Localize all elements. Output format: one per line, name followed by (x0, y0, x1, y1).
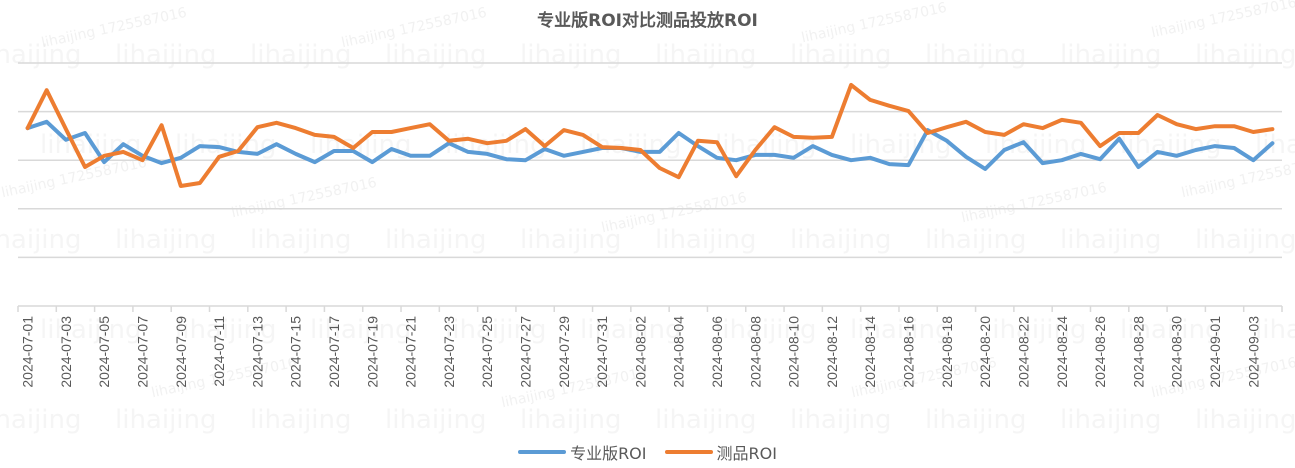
x-tick-label: 2024-08-14 (862, 316, 878, 388)
x-tick-label: 2024-07-01 (20, 316, 36, 388)
x-tick-label: 2024-09-01 (1207, 316, 1223, 388)
x-tick-label: 2024-08-06 (709, 316, 725, 388)
x-tick-label: 2024-08-26 (1092, 316, 1108, 388)
x-tick-label: 2024-07-07 (134, 316, 150, 388)
x-tick-label: 2024-08-18 (939, 316, 955, 388)
x-tick-label: 2024-07-09 (173, 316, 189, 388)
x-tick-label: 2024-07-17 (326, 316, 342, 388)
series-lines (25, 82, 1275, 188)
x-tick-label: 2024-08-10 (786, 316, 802, 388)
x-tick-label: 2024-08-22 (1015, 316, 1031, 388)
x-tick-label: 2024-07-13 (249, 316, 265, 388)
x-tick-label: 2024-08-24 (1054, 316, 1070, 388)
x-tick-label: 2024-07-11 (211, 316, 227, 387)
legend-swatch-blue (518, 450, 567, 454)
chart-title: 专业版ROI对比测品投放ROI (537, 11, 758, 31)
x-axis-tick-labels: 2024-07-01 2024-07-03 2024-07-05 2024-07-07… (20, 316, 1262, 388)
x-tick-label: 2024-07-15 (288, 316, 304, 388)
x-tick-label: 2024-07-05 (96, 316, 112, 388)
x-tick-label: 2024-08-28 (1130, 316, 1146, 388)
x-tick-label: 2024-07-19 (364, 316, 380, 388)
legend-label: 测品ROI (716, 444, 777, 463)
x-tick-label: 2024-07-03 (58, 316, 74, 388)
legend-swatch-orange (664, 450, 713, 454)
legend-item-test-roi[interactable]: 测品ROI (664, 440, 777, 464)
series-line-test-roi[interactable] (25, 82, 1275, 188)
x-tick-label: 2024-07-31 (594, 316, 610, 388)
x-tick-label: 2024-07-27 (518, 316, 534, 388)
x-axis (17, 305, 1283, 312)
x-tick-label: 2024-08-16 (901, 316, 917, 388)
x-tick-label: 2024-07-25 (479, 316, 495, 388)
legend-item-pro-roi[interactable]: 专业版ROI (518, 440, 647, 464)
x-tick-label: 2024-08-08 (747, 316, 763, 388)
x-tick-label: 2024-07-29 (556, 316, 572, 388)
x-tick-label: 2024-09-03 (1245, 316, 1261, 388)
x-tick-label: 2024-08-30 (1169, 316, 1185, 388)
legend: 专业版ROI 测品ROI (0, 440, 1295, 464)
x-tick-label: 2024-08-04 (671, 316, 687, 388)
x-tick-label: 2024-07-23 (441, 316, 457, 388)
x-tick-label: 2024-07-21 (403, 316, 419, 388)
x-tick-label: 2024-08-02 (632, 316, 648, 388)
legend-label: 专业版ROI (570, 444, 647, 463)
x-tick-label: 2024-08-12 (824, 316, 840, 388)
x-tick-label: 2024-08-20 (977, 316, 993, 388)
